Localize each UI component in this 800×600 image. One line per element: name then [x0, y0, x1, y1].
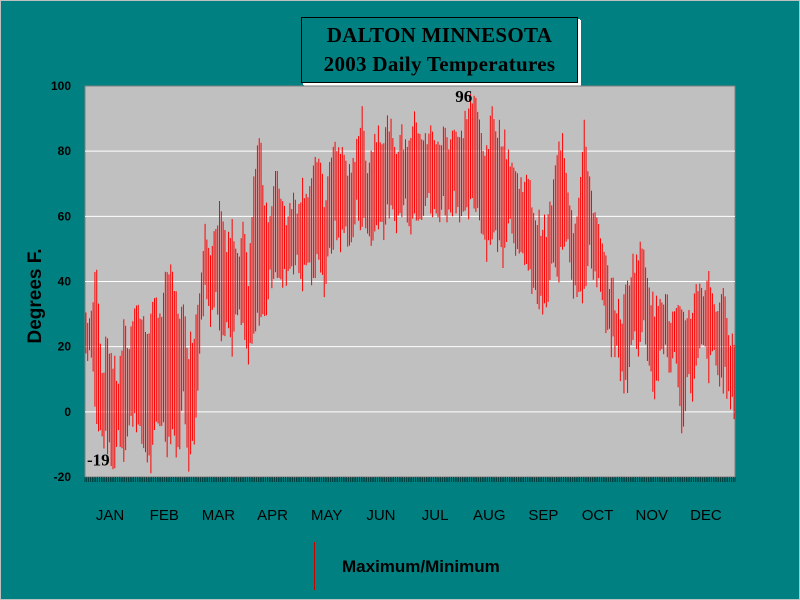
x-tick-label: MAR — [202, 507, 236, 524]
y-tick-label: 80 — [58, 144, 72, 158]
y-tick-label: 100 — [51, 79, 71, 93]
x-tick-label: SEP — [528, 507, 558, 524]
y-tick-label: -20 — [54, 470, 72, 484]
y-tick-label: 20 — [58, 340, 72, 354]
x-tick-label: NOV — [635, 507, 668, 524]
x-tick-label: OCT — [582, 507, 614, 524]
chart-title-box: DALTON MINNESOTA 2003 Daily Temperatures — [301, 17, 578, 83]
annotation-label: -19 — [87, 451, 110, 470]
annotation-label: 96 — [455, 87, 472, 106]
x-tick-label: JUL — [422, 507, 449, 524]
x-tick-label: JUN — [366, 507, 395, 524]
x-tick-label: MAY — [311, 507, 342, 524]
temperature-bars — [85, 94, 735, 474]
x-tick-label: APR — [257, 507, 288, 524]
x-tick-label: AUG — [473, 507, 506, 524]
x-tick-label: JAN — [96, 507, 124, 524]
x-tick-label: DEC — [690, 507, 722, 524]
legend-line-swatch — [314, 542, 315, 590]
y-axis: -20 0 20 40 60 80 100 — [51, 79, 71, 484]
chart-title: DALTON MINNESOTA — [326, 23, 553, 47]
y-tick-label: 60 — [58, 209, 72, 223]
chart-subtitle: 2003 Daily Temperatures — [323, 52, 556, 76]
y-axis-label: Degrees F. — [25, 248, 46, 344]
grid-lines — [85, 150, 735, 413]
y-tick-label: 40 — [58, 275, 72, 289]
x-axis: JAN FEB MAR APR MAY JUN JUL AUG SEP OCT NOV DEC — [84, 477, 736, 524]
y-tick-label: 0 — [64, 405, 71, 419]
annotations: 96 -19 — [87, 87, 472, 470]
legend-label: Maximum/Minimum — [342, 557, 500, 576]
x-tick-label: FEB — [150, 507, 179, 524]
